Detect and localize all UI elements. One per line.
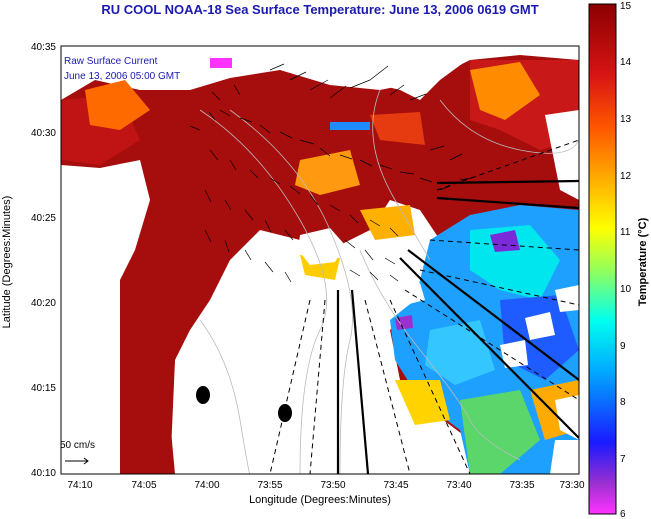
x-axis-ticks: 74:10 74:05 74:00 73:55 73:50 73:45 73:4…	[67, 480, 584, 491]
land-north-shore	[61, 46, 579, 100]
surface-current-vectors	[189, 63, 473, 283]
y-axis-ticks: 40:35 40:30 40:25 40:20 40:15 40:10	[31, 42, 56, 479]
no-data-patch-8	[550, 440, 579, 474]
colorbar-tick: 6	[620, 509, 626, 519]
mooring-marker-1	[196, 386, 210, 404]
no-data-patch-5	[555, 285, 579, 312]
colorbar-label: Temperature (°C)	[637, 217, 649, 306]
colorbar-tick: 11	[620, 227, 631, 238]
map-title: RU COOL NOAA-18 Sea Surface Temperature:…	[101, 2, 539, 17]
y-tick-label: 40:25	[31, 213, 56, 224]
scale-bar-label: 50 cm/s	[60, 440, 95, 451]
no-data-patch-3	[525, 312, 555, 340]
sst-mid-patch-green	[460, 390, 540, 474]
legend-line-2: June 13, 2006 05:00 GMT	[64, 71, 180, 82]
sst-warm-patch-6	[370, 112, 425, 145]
sst-mid-patch-yellow	[395, 380, 450, 425]
scale-bar-arrow	[65, 457, 89, 465]
plot-frame	[60, 45, 580, 475]
sst-field	[61, 46, 579, 474]
x-tick-label: 74:00	[194, 480, 219, 491]
sst-cold-patch-cyan	[470, 225, 560, 300]
x-tick-label: 73:30	[559, 480, 584, 491]
colorbar-tick: 13	[620, 114, 632, 125]
land-west-coast	[61, 160, 150, 474]
x-tick-label: 73:35	[509, 480, 534, 491]
sst-cold-patch-purple	[490, 230, 520, 252]
x-tick-label: 74:05	[131, 480, 156, 491]
colorbar-tick: 14	[620, 57, 632, 68]
no-data-patch-6	[545, 110, 579, 200]
x-tick-label: 73:55	[257, 480, 282, 491]
y-tick-label: 40:10	[31, 468, 56, 479]
bathymetry-contours	[199, 89, 579, 474]
x-tick-label: 74:10	[67, 480, 92, 491]
colorbar-tick: 7	[620, 454, 626, 465]
y-axis-label: Latitude (Degrees:Minutes)	[1, 196, 13, 329]
y-tick-label: 40:35	[31, 42, 56, 53]
transect-lines	[336, 179, 579, 474]
colorbar-tick: 10	[620, 284, 632, 295]
colorbar-tick: 8	[620, 397, 626, 408]
no-data-patch-4	[500, 340, 528, 368]
sst-warm-patch-2	[470, 62, 540, 120]
y-tick-label: 40:15	[31, 383, 56, 394]
colorbar	[588, 3, 617, 515]
mooring-marker-2	[278, 404, 292, 422]
sst-cold-patch-purple-2	[395, 315, 413, 330]
no-data-patch-7	[555, 395, 579, 440]
x-axis-label: Longitude (Degrees:Minutes)	[249, 494, 391, 506]
y-tick-label: 40:20	[31, 298, 56, 309]
no-data-patch-2	[400, 283, 425, 305]
colorbar-tick: 15	[620, 1, 632, 12]
sea-coastal-band	[128, 240, 200, 474]
colorbar-tick: 9	[620, 341, 626, 352]
legend-line-1: Raw Surface Current	[64, 56, 158, 67]
sst-warm-patch-1	[85, 80, 150, 130]
colorbar-tick: 12	[620, 171, 632, 182]
transect-dashed-lines	[269, 139, 579, 474]
x-tick-label: 73:45	[383, 480, 408, 491]
sst-warm-patch-4	[360, 205, 415, 240]
colorbar-ticks: 15 14 13 12 11 10 9 8 7 6	[620, 1, 632, 519]
y-tick-label: 40:30	[31, 128, 56, 139]
sst-magenta-spot	[210, 58, 232, 68]
x-tick-label: 73:50	[320, 480, 345, 491]
sst-warm-patch-3	[295, 150, 360, 195]
x-tick-label: 73:40	[446, 480, 471, 491]
sst-cold-stripe	[330, 122, 370, 130]
